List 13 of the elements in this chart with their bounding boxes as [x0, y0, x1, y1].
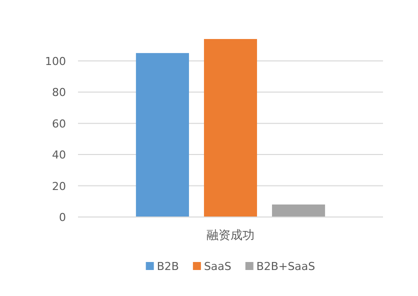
y-tick-label: 0 [59, 211, 66, 224]
x-tick-label: 融资成功 [206, 228, 254, 242]
y-tick-label: 100 [45, 54, 66, 68]
y-tick-label: 80 [52, 86, 66, 100]
y-tick-label: 40 [52, 148, 66, 162]
y-tick-label: 20 [52, 180, 66, 193]
legend-label: B2B+SaaS [256, 260, 316, 273]
legend-label: SaaS [204, 260, 232, 273]
bar [204, 39, 258, 217]
y-tick-label: 60 [52, 117, 66, 130]
bar [272, 204, 326, 217]
bar [136, 53, 189, 217]
legend-label: B2B [156, 260, 179, 273]
